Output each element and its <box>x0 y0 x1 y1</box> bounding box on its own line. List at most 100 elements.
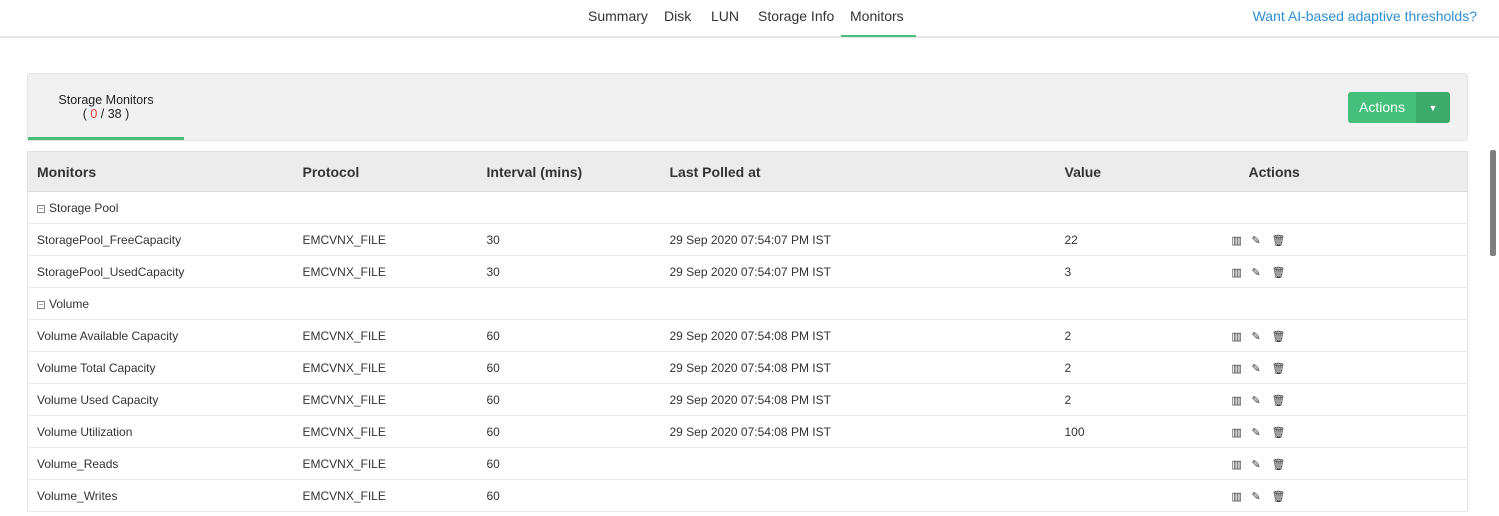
monitor-name[interactable]: Volume_Writes <box>27 479 303 512</box>
row-actions: ▥ ✎ 🗑 <box>1231 223 1468 256</box>
interval: 60 <box>486 319 670 352</box>
protocol: EMCVNX_FILE <box>302 351 487 384</box>
trash-icon[interactable]: 🗑 <box>1271 458 1286 471</box>
row-actions: ▥ ✎ 🗑 <box>1231 255 1468 288</box>
edit-icon[interactable]: ✎ <box>1251 426 1261 439</box>
table-row: Volume Used Capacity EMCVNX_FILE 60 29 Sep … <box>27 383 1468 416</box>
last-polled <box>669 447 1065 480</box>
last-polled <box>669 479 1065 512</box>
trash-icon[interactable]: 🗑 <box>1271 394 1286 407</box>
graph-icon[interactable]: ▥ <box>1231 330 1242 343</box>
col-protocol: Protocol <box>302 151 487 192</box>
row-actions: ▥ ✎ 🗑 <box>1231 383 1468 416</box>
trash-icon[interactable]: 🗑 <box>1271 330 1286 343</box>
actions-button[interactable]: Actions ▼ <box>1348 92 1450 123</box>
row-actions: ▥ ✎ 🗑 <box>1231 351 1468 384</box>
monitor-name[interactable]: Volume Total Capacity <box>27 351 303 384</box>
trash-icon[interactable]: 🗑 <box>1271 490 1286 503</box>
graph-icon[interactable]: ▥ <box>1231 458 1242 471</box>
interval: 60 <box>486 447 670 480</box>
edit-icon[interactable]: ✎ <box>1251 266 1261 279</box>
last-polled: 29 Sep 2020 07:54:07 PM IST <box>669 255 1065 288</box>
monitor-name[interactable]: Volume Utilization <box>27 415 303 448</box>
graph-icon[interactable]: ▥ <box>1231 394 1242 407</box>
table-row: StoragePool_UsedCapacity EMCVNX_FILE 30 29 … <box>27 255 1468 288</box>
caret-down-icon[interactable]: ▼ <box>1416 92 1450 123</box>
edit-icon[interactable]: ✎ <box>1251 234 1261 247</box>
down-count: 0 <box>90 107 98 121</box>
tab-disk[interactable]: Disk <box>664 8 692 24</box>
value: 3 <box>1064 255 1232 288</box>
graph-icon[interactable]: ▥ <box>1231 362 1242 375</box>
last-polled: 29 Sep 2020 07:54:08 PM IST <box>669 351 1065 384</box>
trash-icon[interactable]: 🗑 <box>1271 234 1286 247</box>
edit-icon[interactable]: ✎ <box>1251 458 1261 471</box>
total-count: 38 <box>107 107 122 121</box>
value: 2 <box>1064 319 1232 352</box>
col-value: Value <box>1064 151 1232 192</box>
col-last-polled: Last Polled at <box>669 151 1065 192</box>
edit-icon[interactable]: ✎ <box>1251 362 1261 375</box>
edit-icon[interactable]: ✎ <box>1251 394 1261 407</box>
top-nav: Summary Disk LUN Storage Info Monitors W… <box>0 0 1499 38</box>
protocol: EMCVNX_FILE <box>302 415 487 448</box>
value: 100 <box>1064 415 1232 448</box>
last-polled: 29 Sep 2020 07:54:08 PM IST <box>669 383 1065 416</box>
group-row[interactable]: − Storage Pool <box>27 191 1468 224</box>
interval: 30 <box>486 255 670 288</box>
table-row: StoragePool_FreeCapacity EMCVNX_FILE 30 29 … <box>27 223 1468 256</box>
edit-icon[interactable]: ✎ <box>1251 330 1261 343</box>
edit-icon[interactable]: ✎ <box>1251 490 1261 503</box>
graph-icon[interactable]: ▥ <box>1231 426 1242 439</box>
interval: 60 <box>486 415 670 448</box>
last-polled: 29 Sep 2020 07:54:08 PM IST <box>669 319 1065 352</box>
protocol: EMCVNX_FILE <box>302 223 487 256</box>
interval: 30 <box>486 223 670 256</box>
graph-icon[interactable]: ▥ <box>1231 234 1242 247</box>
value <box>1064 479 1232 512</box>
monitors-panel-header: Storage Monitors ( 0 / 38 ) Actions ▼ <box>27 73 1468 141</box>
col-monitors: Monitors <box>27 151 303 192</box>
tab-summary[interactable]: Summary <box>588 8 648 24</box>
table-row: Volume Total Capacity EMCVNX_FILE 60 29 Sep… <box>27 351 1468 384</box>
monitors-table: Monitors Protocol Interval (mins) Last P… <box>27 151 1468 512</box>
graph-icon[interactable]: ▥ <box>1231 266 1242 279</box>
monitor-name[interactable]: Volume_Reads <box>27 447 303 480</box>
ai-thresholds-link[interactable]: Want AI-based adaptive thresholds? <box>1252 8 1477 24</box>
value <box>1064 447 1232 480</box>
protocol: EMCVNX_FILE <box>302 447 487 480</box>
collapse-icon[interactable]: − <box>37 203 45 213</box>
col-actions: Actions <box>1231 151 1468 192</box>
trash-icon[interactable]: 🗑 <box>1271 266 1286 279</box>
protocol: EMCVNX_FILE <box>302 319 487 352</box>
table-row: Volume_Writes EMCVNX_FILE 60 ▥ ✎ 🗑 <box>27 479 1468 512</box>
protocol: EMCVNX_FILE <box>302 479 487 512</box>
trash-icon[interactable]: 🗑 <box>1271 426 1286 439</box>
collapse-icon[interactable]: − <box>37 299 45 309</box>
value: 22 <box>1064 223 1232 256</box>
scrollbar[interactable] <box>1490 150 1496 256</box>
value: 2 <box>1064 383 1232 416</box>
row-actions: ▥ ✎ 🗑 <box>1231 415 1468 448</box>
storage-monitors-tab[interactable]: Storage Monitors ( 0 / 38 ) <box>28 74 184 140</box>
row-actions: ▥ ✎ 🗑 <box>1231 479 1468 512</box>
group-row[interactable]: − Volume <box>27 287 1468 320</box>
interval: 60 <box>486 383 670 416</box>
tab-storage-info[interactable]: Storage Info <box>758 8 835 24</box>
table-row: Volume_Reads EMCVNX_FILE 60 ▥ ✎ 🗑 <box>27 447 1468 480</box>
monitor-name[interactable]: StoragePool_FreeCapacity <box>27 223 303 256</box>
monitor-name[interactable]: StoragePool_UsedCapacity <box>27 255 303 288</box>
monitor-count: ( 0 / 38 ) <box>82 107 130 121</box>
monitor-name[interactable]: Volume Used Capacity <box>27 383 303 416</box>
row-actions: ▥ ✎ 🗑 <box>1231 447 1468 480</box>
protocol: EMCVNX_FILE <box>302 255 487 288</box>
tab-monitors[interactable]: Monitors <box>841 0 916 37</box>
row-actions: ▥ ✎ 🗑 <box>1231 319 1468 352</box>
value: 2 <box>1064 351 1232 384</box>
graph-icon[interactable]: ▥ <box>1231 490 1242 503</box>
trash-icon[interactable]: 🗑 <box>1271 362 1286 375</box>
tab-lun[interactable]: LUN <box>711 8 740 24</box>
monitor-name[interactable]: Volume Available Capacity <box>27 319 303 352</box>
table-row: Volume Utilization EMCVNX_FILE 60 29 Sep 20… <box>27 415 1468 448</box>
protocol: EMCVNX_FILE <box>302 383 487 416</box>
